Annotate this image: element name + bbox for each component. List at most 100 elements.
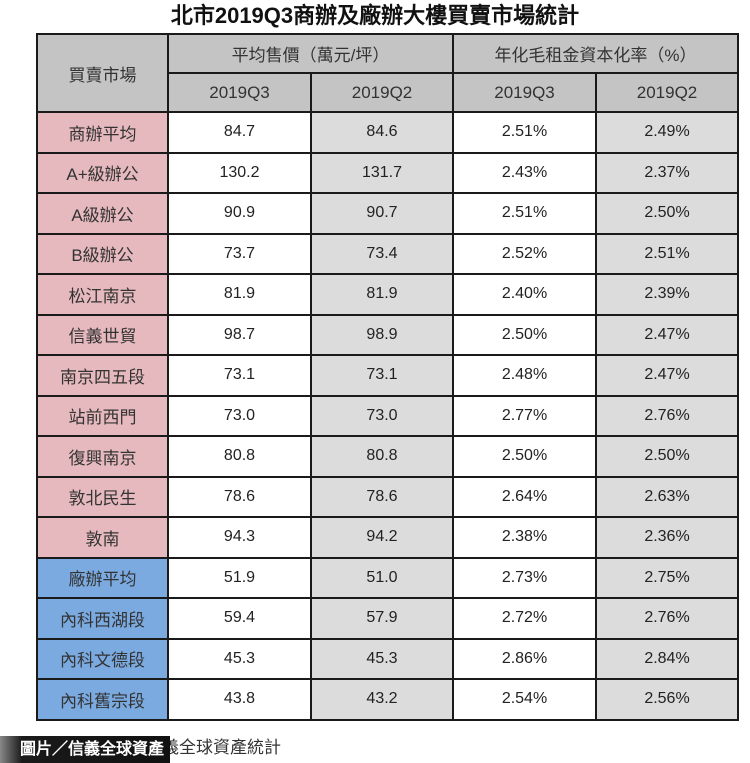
price-q2-cell: 78.6 [310,475,454,518]
market-name-cell: 廠辦平均 [36,556,169,599]
group-header-cap-rate: 年化毛租金資本化率（%） [452,33,739,74]
cap-rate-q3-cell: 2.54% [452,678,597,721]
price-q3-cell: 73.7 [167,232,312,275]
price-q2-cell: 51.0 [310,556,454,599]
price-q2-cell: 73.4 [310,232,454,275]
table-row: 廠辦平均 51.9 51.0 2.73% 2.75% [36,556,739,599]
market-name-cell: 內科西湖段 [36,597,169,640]
table-row: 商辦平均 84.7 84.6 2.51% 2.49% [36,111,739,154]
market-name-cell: 敦北民生 [36,475,169,518]
cap-rate-q2-cell: 2.49% [595,111,739,154]
cap-rate-q3-cell: 2.50% [452,435,597,478]
cap-rate-q3-cell: 2.51% [452,111,597,154]
cap-rate-q2-cell: 2.75% [595,556,739,599]
table-row: A級辦公 90.9 90.7 2.51% 2.50% [36,192,739,235]
cap-rate-q3-cell: 2.51% [452,192,597,235]
sub-header-cap-q2: 2019Q2 [595,72,739,113]
price-q3-cell: 45.3 [167,637,312,680]
cap-rate-q3-cell: 2.64% [452,475,597,518]
market-name-cell: A+級辦公 [36,151,169,194]
table-row: 內科舊宗段 43.8 43.2 2.54% 2.56% [36,678,739,721]
price-q3-cell: 84.7 [167,111,312,154]
table-row: 松江南京 81.9 81.9 2.40% 2.39% [36,273,739,316]
cap-rate-q2-cell: 2.37% [595,151,739,194]
price-q2-cell: 81.9 [310,273,454,316]
price-q2-cell: 131.7 [310,151,454,194]
row-header-market: 買賣市場 [36,33,169,113]
cap-rate-q3-cell: 2.48% [452,354,597,397]
cap-rate-q2-cell: 2.63% [595,475,739,518]
page-title: 北市2019Q3商辦及廠辦大樓買賣市場統計 [170,3,580,28]
sub-header-cap-q3: 2019Q3 [452,72,597,113]
price-q3-cell: 98.7 [167,313,312,356]
cap-rate-q2-cell: 2.56% [595,678,739,721]
price-q3-cell: 51.9 [167,556,312,599]
price-q2-cell: 90.7 [310,192,454,235]
market-name-cell: 敦南 [36,516,169,559]
table-row: 站前西門 73.0 73.0 2.77% 2.76% [36,394,739,437]
market-name-cell: 內科文德段 [36,637,169,680]
sub-header-price-q2: 2019Q2 [310,72,454,113]
price-q3-cell: 94.3 [167,516,312,559]
cap-rate-q3-cell: 2.38% [452,516,597,559]
price-q2-cell: 73.1 [310,354,454,397]
photo-credit-badge: 圖片／信義全球資產 [0,736,171,763]
cap-rate-q3-cell: 2.77% [452,394,597,437]
market-name-cell: A級辦公 [36,192,169,235]
price-q3-cell: 80.8 [167,435,312,478]
price-q3-cell: 73.1 [167,354,312,397]
cap-rate-q2-cell: 2.84% [595,637,739,680]
price-q3-cell: 81.9 [167,273,312,316]
price-q3-cell: 78.6 [167,475,312,518]
market-name-cell: 內科舊宗段 [36,678,169,721]
market-name-cell: 復興南京 [36,435,169,478]
table-row: A+級辦公 130.2 131.7 2.43% 2.37% [36,151,739,194]
price-q2-cell: 80.8 [310,435,454,478]
price-q3-cell: 43.8 [167,678,312,721]
price-q3-cell: 73.0 [167,394,312,437]
price-q3-cell: 59.4 [167,597,312,640]
cap-rate-q3-cell: 2.43% [452,151,597,194]
table-row: 內科西湖段 59.4 57.9 2.72% 2.76% [36,597,739,640]
table-row: 南京四五段 73.1 73.1 2.48% 2.47% [36,354,739,397]
cap-rate-q3-cell: 2.86% [452,637,597,680]
cap-rate-q2-cell: 2.47% [595,354,739,397]
sub-header-price-q3: 2019Q3 [167,72,312,113]
price-q2-cell: 73.0 [310,394,454,437]
price-q2-cell: 57.9 [310,597,454,640]
cap-rate-q2-cell: 2.76% [595,597,739,640]
table-row: 復興南京 80.8 80.8 2.50% 2.50% [36,435,739,478]
market-name-cell: 信義世貿 [36,313,169,356]
cap-rate-q2-cell: 2.76% [595,394,739,437]
price-q3-cell: 90.9 [167,192,312,235]
cap-rate-q3-cell: 2.72% [452,597,597,640]
price-q2-cell: 98.9 [310,313,454,356]
cap-rate-q2-cell: 2.39% [595,273,739,316]
group-header-avg-price: 平均售價（萬元/坪） [167,33,454,74]
market-name-cell: 站前西門 [36,394,169,437]
market-name-cell: B級辦公 [36,232,169,275]
table-row: B級辦公 73.7 73.4 2.52% 2.51% [36,232,739,275]
market-name-cell: 松江南京 [36,273,169,316]
cap-rate-q2-cell: 2.47% [595,313,739,356]
price-q3-cell: 130.2 [167,151,312,194]
price-q2-cell: 94.2 [310,516,454,559]
market-name-cell: 商辦平均 [36,111,169,154]
cap-rate-q3-cell: 2.50% [452,313,597,356]
table-row: 內科文德段 45.3 45.3 2.86% 2.84% [36,637,739,680]
cap-rate-q2-cell: 2.36% [595,516,739,559]
cap-rate-q3-cell: 2.73% [452,556,597,599]
price-q2-cell: 43.2 [310,678,454,721]
cap-rate-q2-cell: 2.51% [595,232,739,275]
table-row: 敦南 94.3 94.2 2.38% 2.36% [36,516,739,559]
price-q2-cell: 45.3 [310,637,454,680]
market-statistics-table: 買賣市場 平均售價（萬元/坪） 年化毛租金資本化率（%） 2019Q3 2019… [36,33,739,721]
cap-rate-q2-cell: 2.50% [595,192,739,235]
price-q2-cell: 84.6 [310,111,454,154]
table-row: 信義世貿 98.7 98.9 2.50% 2.47% [36,313,739,356]
cap-rate-q3-cell: 2.40% [452,273,597,316]
cap-rate-q2-cell: 2.50% [595,435,739,478]
market-name-cell: 南京四五段 [36,354,169,397]
cap-rate-q3-cell: 2.52% [452,232,597,275]
table-row: 敦北民生 78.6 78.6 2.64% 2.63% [36,475,739,518]
